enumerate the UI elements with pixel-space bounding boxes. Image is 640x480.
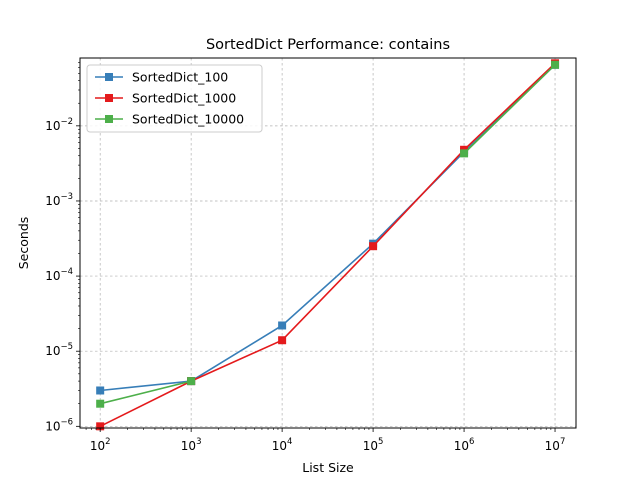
- data-point: [278, 321, 287, 330]
- x-axis-label: List Size: [302, 460, 354, 475]
- data-point: [96, 399, 105, 408]
- legend-label: SortedDict_100: [132, 70, 228, 85]
- y-tick-label: 10−3: [45, 192, 73, 208]
- x-tick-label: 102: [90, 437, 111, 453]
- x-axis: 102 103 104 105 106 107: [85, 428, 566, 453]
- data-point: [460, 149, 469, 158]
- series-layer: [96, 59, 560, 431]
- legend-marker: [105, 94, 113, 102]
- legend-marker: [105, 115, 113, 123]
- x-tick-label: 105: [363, 437, 384, 453]
- series-line: [99, 62, 556, 428]
- legend-marker: [105, 73, 113, 81]
- legend: SortedDict_100 SortedDict_1000 SortedDict_…: [86, 64, 263, 133]
- y-tick-label: 10−4: [45, 267, 73, 283]
- data-point: [278, 336, 287, 345]
- x-tick-label: 103: [181, 437, 202, 453]
- y-tick-label: 10−5: [45, 342, 73, 358]
- data-point: [551, 60, 560, 69]
- series-line: [99, 380, 192, 405]
- chart-title: SortedDict Performance: contains: [206, 37, 450, 53]
- legend-item: SortedDict_1000: [95, 91, 236, 106]
- series-3: [96, 60, 560, 408]
- data-point: [96, 422, 105, 431]
- y-tick-label: 10−6: [45, 417, 73, 433]
- data-point: [369, 242, 378, 251]
- legend-label: SortedDict_1000: [132, 91, 236, 106]
- data-point: [96, 386, 105, 395]
- x-tick-label: 107: [545, 437, 566, 453]
- y-tick-label: 10−2: [45, 117, 73, 133]
- data-point: [187, 377, 196, 386]
- legend-label: SortedDict_10000: [132, 112, 244, 127]
- x-tick-label: 106: [454, 437, 475, 453]
- y-axis-label: Seconds: [16, 217, 31, 270]
- plot-frame: [79, 57, 577, 429]
- y-axis: 10−6 10−5 10−4 10−3 10−2: [45, 62, 80, 433]
- legend-box: [86, 64, 263, 133]
- series-line: [100, 64, 556, 392]
- series-line: [463, 64, 556, 154]
- x-tick-label: 104: [272, 437, 293, 453]
- legend-item: SortedDict_100: [95, 70, 228, 85]
- legend-item: SortedDict_10000: [95, 112, 244, 127]
